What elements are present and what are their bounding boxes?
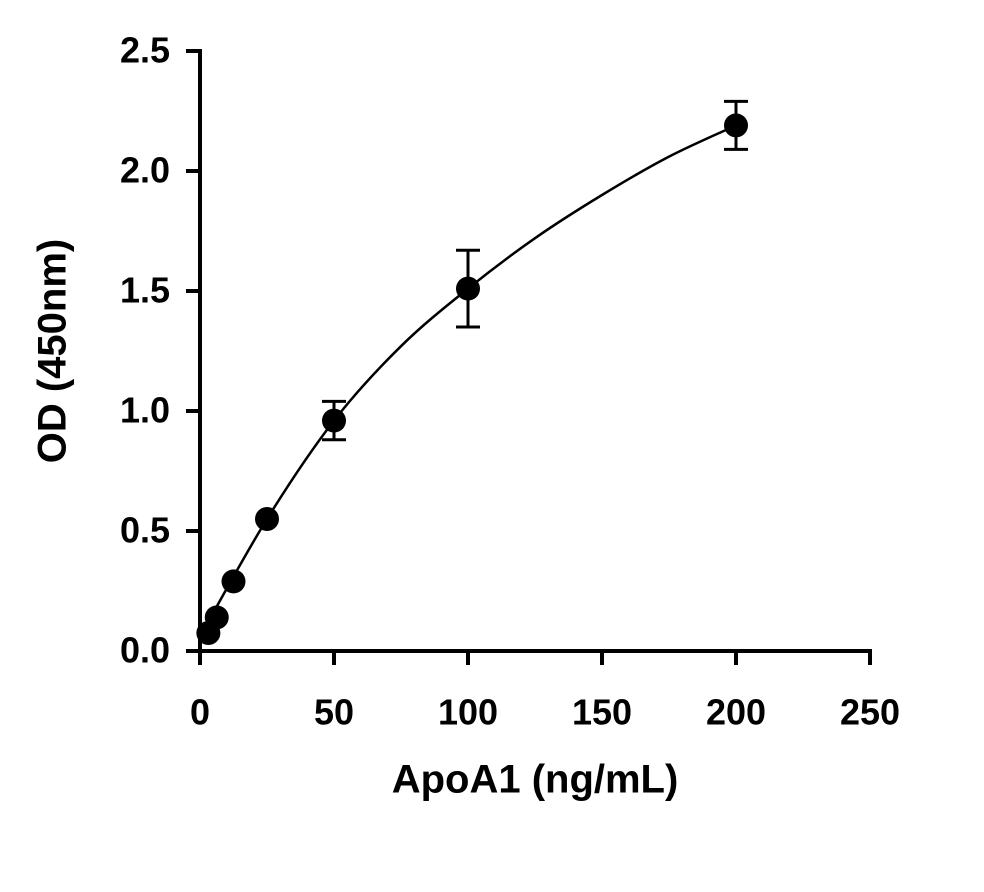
fit-curve <box>198 124 737 638</box>
y-tick-label: 0.0 <box>120 630 170 671</box>
data-point <box>255 507 279 531</box>
x-tick-label: 150 <box>572 692 632 733</box>
x-tick-label: 250 <box>840 692 900 733</box>
x-tick-label: 100 <box>438 692 498 733</box>
data-point <box>322 408 346 433</box>
x-tick-label: 50 <box>314 692 354 733</box>
x-tick-label: 0 <box>190 692 210 733</box>
y-tick-label: 1.0 <box>120 390 170 431</box>
x-tick-label: 200 <box>706 692 766 733</box>
x-axis-title: ApoA1 (ng/mL) <box>392 758 679 802</box>
y-axis-title: OD (450nm) <box>31 239 75 464</box>
y-tick-label: 0.5 <box>120 510 170 551</box>
y-tick-label: 1.5 <box>120 270 170 311</box>
data-point <box>456 276 480 301</box>
y-tick-label: 2.0 <box>120 150 170 191</box>
data-point <box>724 113 748 138</box>
data-point <box>204 605 229 630</box>
y-tick-label: 2.5 <box>120 30 170 71</box>
data-point <box>221 569 246 594</box>
